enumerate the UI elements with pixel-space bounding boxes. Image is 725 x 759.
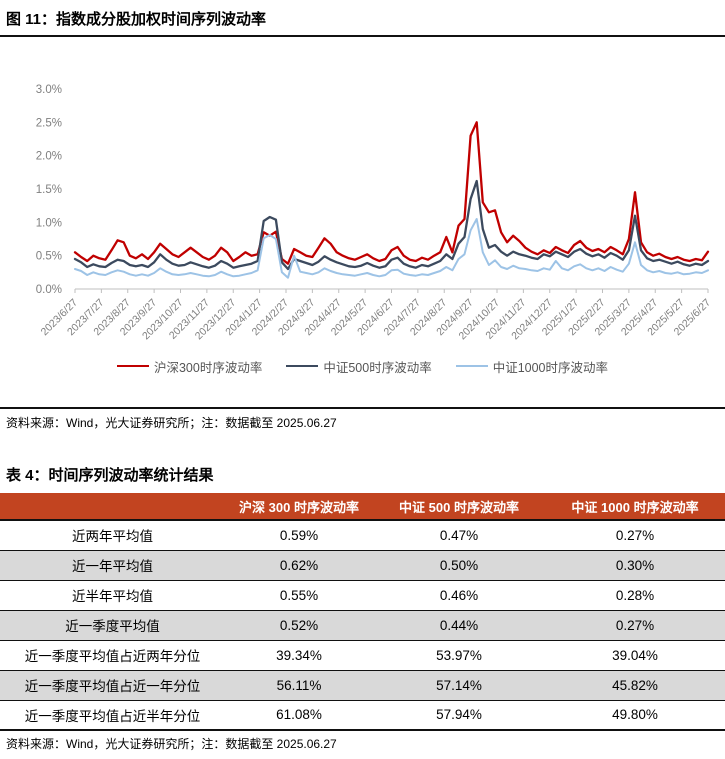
legend-label: 中证500时序波动率	[323, 360, 432, 375]
table-row: 近一季度平均值占近两年分位 39.34% 53.97% 39.04%	[0, 639, 725, 670]
table-source-note: 资料来源：Wind，光大证券研究所；注：数据截至 2025.06.27	[6, 737, 337, 751]
series-line-zz500	[73, 179, 710, 271]
legend-item-2: 中证1000时序波动率	[455, 357, 609, 376]
y-axis-tick-label: 0.5%	[36, 251, 62, 263]
row-value: 0.46%	[373, 579, 545, 610]
legend-label: 中证1000时序波动率	[492, 360, 609, 375]
table-body: 近两年平均值 0.59% 0.47% 0.27% 近一年平均值 0.62% 0.50% 0.3…	[0, 520, 725, 730]
table-title: 表 4：时间序列波动率统计结果	[6, 467, 214, 484]
row-value: 0.30%	[545, 549, 725, 580]
table-row: 近一季度平均值占近半年分位 61.08% 57.94% 49.80%	[0, 699, 725, 730]
table-header-col-2: 中证 500 时序波动率	[373, 493, 545, 521]
row-value: 0.52%	[225, 609, 373, 640]
row-value: 0.44%	[373, 609, 545, 640]
row-label: 近两年平均值	[72, 529, 153, 545]
row-value: 0.27%	[615, 527, 655, 543]
row-label: 近一季度平均值占近两年分位	[0, 639, 225, 670]
row-value: 0.59%	[279, 527, 319, 543]
row-value: 49.80%	[545, 699, 725, 730]
row-label: 近一季度平均值占近一年分位	[0, 669, 225, 700]
stats-table-section: 表 4：时间序列波动率统计结果 沪深 300 时序波动率 中证 500 时序波动率…	[0, 454, 725, 758]
y-axis-tick-label: 1.5%	[36, 184, 62, 196]
series-line-hs300	[73, 121, 710, 265]
volatility-stats-table: 沪深 300 时序波动率 中证 500 时序波动率 中证 1000 时序波动率 近两…	[0, 493, 725, 731]
y-axis-tick-label: 2.5%	[36, 117, 62, 129]
series-line-zz1000	[74, 218, 709, 279]
legend-line-swatch	[455, 365, 488, 367]
row-label: 近一年平均值	[0, 549, 225, 580]
row-value: 0.27%	[545, 609, 725, 640]
row-value: 0.55%	[225, 579, 373, 610]
row-value: 0.47%	[439, 527, 479, 543]
y-axis-tick-label: 0.0%	[36, 284, 62, 296]
row-value: 0.62%	[225, 549, 373, 580]
legend-line-swatch	[116, 365, 149, 367]
row-value: 0.28%	[545, 579, 725, 610]
row-value: 39.04%	[545, 639, 725, 670]
row-value: 0.50%	[373, 549, 545, 580]
row-value: 61.08%	[225, 699, 373, 730]
table-header-col-1: 沪深 300 时序波动率	[225, 493, 373, 521]
row-value: 57.94%	[373, 699, 545, 730]
legend-item-0: 沪深300时序波动率	[116, 357, 263, 376]
table-header-empty	[0, 493, 225, 521]
chart-canvas: 0.0%0.5%1.0%1.5%2.0%2.5%3.0%2023/6/27202…	[36, 84, 713, 342]
y-axis-tick-label: 1.0%	[36, 217, 62, 229]
row-value: 53.97%	[373, 639, 545, 670]
row-value: 57.14%	[373, 669, 545, 700]
table-row: 近一年平均值 0.62% 0.50% 0.30%	[0, 549, 725, 580]
y-axis-tick-label: 3.0%	[36, 84, 62, 96]
figure-title: 图 11：指数成分股加权时间序列波动率	[0, 0, 725, 37]
table-row: 近半年平均值 0.55% 0.46% 0.28%	[0, 579, 725, 610]
table-header-col-3: 中证 1000 时序波动率	[545, 493, 725, 521]
table-row: 近两年平均值 0.59% 0.47% 0.27%	[0, 520, 725, 550]
figure-source-note: 资料来源：Wind，光大证券研究所；注：数据截至 2025.06.27	[0, 407, 725, 438]
row-label: 近半年平均值	[0, 579, 225, 610]
row-label: 近一季度平均值占近半年分位	[0, 699, 225, 730]
table-row: 近一季度平均值 0.52% 0.44% 0.27%	[0, 609, 725, 640]
volatility-line-chart: 0.0% 0.5% 1.0% 1.5% 2.0% 2.5% 3.0% 2023/6/27 202…	[0, 51, 725, 377]
row-value: 56.11%	[225, 669, 373, 700]
table-header-row: 沪深 300 时序波动率 中证 500 时序波动率 中证 1000 时序波动率	[0, 493, 725, 521]
y-axis-tick-label: 2.0%	[36, 151, 62, 163]
legend-line-swatch	[286, 365, 319, 367]
legend-item-1: 中证500时序波动率	[286, 357, 432, 376]
row-value: 45.82%	[545, 669, 725, 700]
legend-label: 沪深300时序波动率	[153, 360, 263, 375]
row-label: 近一季度平均值	[0, 609, 225, 640]
table-row: 近一季度平均值占近一年分位 56.11% 57.14% 45.82%	[0, 669, 725, 700]
chart-legend: 沪深300时序波动率 中证500时序波动率 中证1000时序波动率	[0, 355, 725, 377]
row-value: 39.34%	[225, 639, 373, 670]
